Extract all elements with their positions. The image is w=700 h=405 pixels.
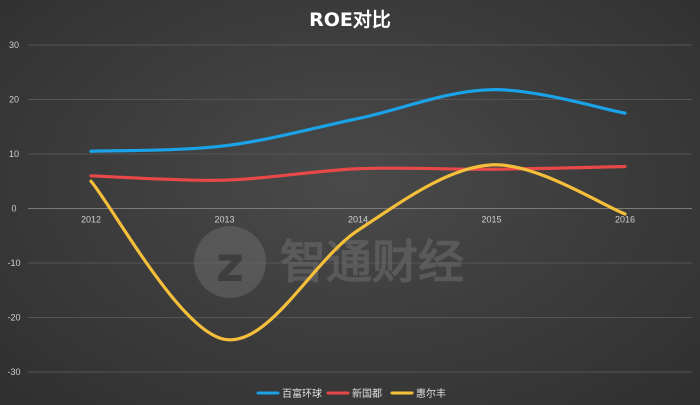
series-line-1 (89, 88, 627, 153)
chart-title: ROE对比 (309, 8, 391, 31)
y-tick-label: -20 (7, 313, 20, 323)
series-line-3 (89, 163, 627, 342)
x-axis-ticks: 2012 2013 2014 2015 2016 (81, 215, 635, 225)
y-tick-label: 20 (9, 95, 19, 105)
y-tick-label: 0 (11, 204, 16, 214)
watermark-text: 智通财经 (280, 235, 464, 289)
watermark: z 智通财经 (194, 226, 464, 298)
y-tick-label: 10 (9, 149, 19, 159)
legend-entry: 惠尔丰 (416, 387, 446, 400)
gridlines (28, 44, 692, 373)
y-tick-label: -10 (7, 258, 20, 268)
series-line-2 (89, 164, 627, 182)
watermark-logo-glyph: z (216, 237, 244, 293)
x-tick-label: 2015 (481, 215, 501, 225)
y-tick-label: 30 (9, 40, 19, 50)
x-tick-label: 2014 (348, 215, 368, 225)
legend: 百富环球 新国都 惠尔丰 (256, 387, 446, 400)
watermark-logo-icon (194, 226, 266, 298)
legend-entry: 新国都 (352, 387, 382, 400)
x-tick-label: 2013 (214, 215, 234, 225)
x-tick-label: 2012 (81, 215, 101, 225)
series-lines (89, 88, 627, 342)
legend-entry: 百富环球 (282, 387, 322, 400)
y-axis-ticks: -30 -20 -10 0 10 20 30 (7, 40, 20, 377)
x-tick-label: 2016 (615, 215, 635, 225)
y-tick-label: -30 (7, 367, 20, 377)
